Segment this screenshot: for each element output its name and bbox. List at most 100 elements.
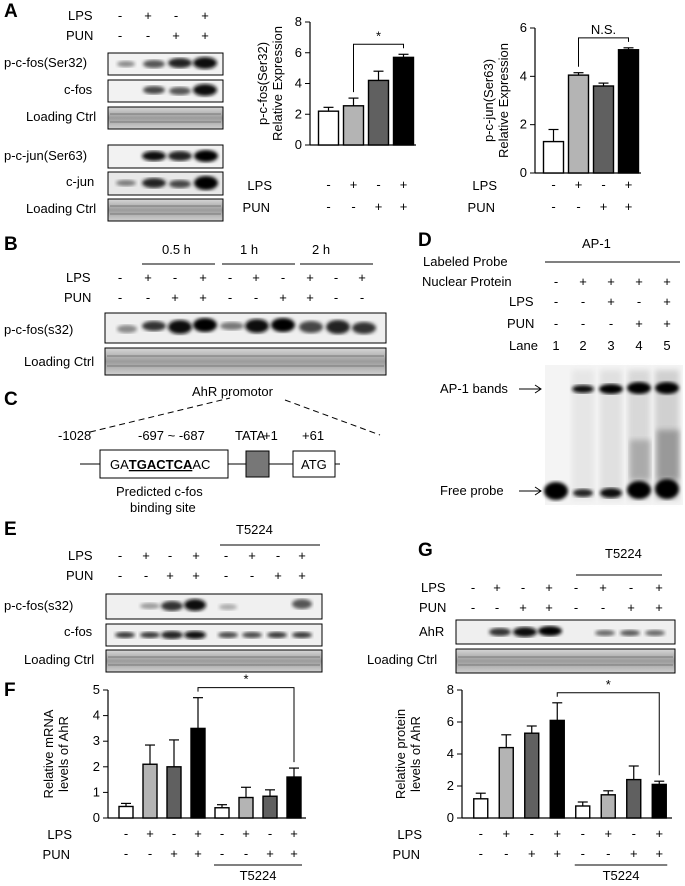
treatment-sign: - <box>581 316 585 331</box>
bar <box>190 727 206 819</box>
treatment-sign: + <box>579 274 587 289</box>
panel-g: G T5224 LPS PUN - + - + - + - + - - + + - - + + AhR Loa… <box>367 540 676 674</box>
blot-label: Loading Ctrl <box>26 109 96 124</box>
panel-label-g: G <box>418 540 433 561</box>
bar <box>392 56 415 146</box>
treatment-sign: - <box>220 846 224 861</box>
treatment-sign: - <box>224 568 228 583</box>
y-tick-label: 0 <box>295 137 302 152</box>
treatment-sign: + <box>663 294 671 309</box>
treatment-sign: - <box>351 199 355 214</box>
treatment-sign: - <box>146 290 150 305</box>
bar <box>118 805 134 819</box>
treatment-sign: - <box>148 846 152 861</box>
ap1-bands-label: AP-1 bands <box>440 381 508 396</box>
lps-label: LPS <box>247 178 272 193</box>
bar <box>317 110 340 146</box>
panel-c: C AhR promotor -1028 -697 ~ -687 +1 +61 … <box>4 384 381 515</box>
treatment-sign: + <box>298 548 306 563</box>
treatment-sign: - <box>554 316 558 331</box>
pun-label: PUN <box>64 290 91 305</box>
treatment-sign: + <box>600 199 608 214</box>
treatment-sign: + <box>290 846 298 861</box>
treatment-sign: + <box>306 290 314 305</box>
panel-a: A LPS PUN - + - +- - + + p-c-fos(Ser32) c-fos … <box>4 1 224 222</box>
pun-label: PUN <box>43 847 70 862</box>
significance-label: * <box>376 28 381 43</box>
group-label: T5224 <box>240 868 277 883</box>
treatment-sign: - <box>576 199 580 214</box>
pun-label: PUN <box>393 847 420 862</box>
treatment-sign: + <box>192 548 200 563</box>
treatment-sign: - <box>220 826 224 841</box>
y-tick-label: 1 <box>93 784 100 799</box>
treatment-sign: - <box>118 290 122 305</box>
treatment-sign: + <box>192 568 200 583</box>
binding-site-caption: Predicted c-fos <box>116 484 203 499</box>
y-axis-label: levels of AhR <box>408 716 423 792</box>
treatment-sign: + <box>545 580 553 595</box>
binding-site-box <box>99 449 229 479</box>
blot-label: AhR <box>419 624 444 639</box>
row-label: LPS <box>509 294 534 309</box>
treatment-sign: + <box>604 826 612 841</box>
treatment-sign: + <box>502 826 510 841</box>
significance-label: * <box>606 677 611 692</box>
blot-label: Loading Ctrl <box>24 354 94 369</box>
treatment-sign: - <box>376 177 380 192</box>
lps-label: LPS <box>66 270 91 285</box>
bar <box>367 79 390 146</box>
treatment-sign: + <box>142 548 150 563</box>
treatment-sign: - <box>574 600 578 615</box>
y-tick-label: 2 <box>93 759 100 774</box>
treatment-sign: + <box>144 270 152 285</box>
treatment-sign: 2 <box>579 338 586 353</box>
panel-label-a: A <box>4 1 18 22</box>
blot-loading-ctrl <box>107 106 224 130</box>
treatment-sign: + <box>199 270 207 285</box>
pun-label: PUN <box>66 568 93 583</box>
bar <box>575 805 591 819</box>
treatment-sign: + <box>607 274 615 289</box>
treatment-sign: - <box>254 290 258 305</box>
treatment-sign: - <box>504 846 508 861</box>
y-axis-label: p-c-fos(Ser32) <box>255 42 270 125</box>
treatment-sign: 1 <box>552 338 559 353</box>
y-tick-label: 4 <box>295 76 302 91</box>
treatment-sign: + <box>358 270 366 285</box>
treatment-sign: - <box>601 177 605 192</box>
time-label: 1 h <box>240 242 258 257</box>
treatment-sign: - <box>581 826 585 841</box>
panel-label-e: E <box>4 519 17 540</box>
significance-label: * <box>243 672 248 687</box>
time-label: 2 h <box>312 242 330 257</box>
treatment-sign: + <box>279 290 287 305</box>
panel-label-d: D <box>418 230 432 251</box>
treatment-sign: + <box>298 568 306 583</box>
t5224-label: T5224 <box>236 522 273 537</box>
blot-p-c-fos <box>105 593 323 620</box>
y-axis-label: Relative Expression <box>270 26 285 141</box>
pun-label: PUN <box>66 28 93 43</box>
row-label: PUN <box>507 316 534 331</box>
treatment-sign: + <box>627 600 635 615</box>
treatment-sign: + <box>630 846 638 861</box>
lps-label: LPS <box>397 827 422 842</box>
treatment-sign: - <box>551 199 555 214</box>
panel-label-f: F <box>4 680 16 701</box>
treatment-sign: - <box>334 270 338 285</box>
position-label: +61 <box>302 428 324 443</box>
treatment-sign: - <box>173 270 177 285</box>
y-tick-label: 6 <box>447 714 454 729</box>
treatment-sign: + <box>655 580 663 595</box>
y-tick-label: 8 <box>295 14 302 29</box>
significance-label: N.S. <box>591 22 616 37</box>
y-tick-label: 2 <box>295 106 302 121</box>
bar <box>651 783 667 819</box>
y-tick-label: 6 <box>295 45 302 60</box>
treatment-signs: - + + + + - - + - + - - - + +1 2 3 4 5 <box>552 274 670 353</box>
y-tick-label: 0 <box>93 810 100 825</box>
treatment-signs: - + - + - - + + <box>118 8 209 43</box>
treatment-sign: + <box>519 600 527 615</box>
